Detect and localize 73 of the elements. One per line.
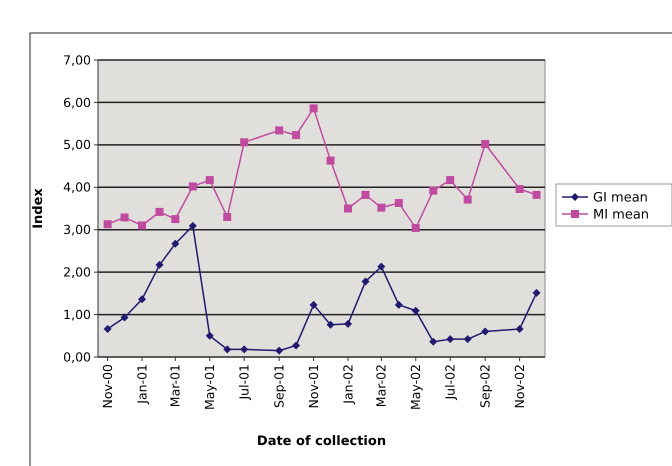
legend-label: GI mean	[593, 190, 648, 206]
point	[464, 196, 472, 204]
point	[362, 277, 370, 286]
y-tick-label: 0,00	[63, 349, 92, 364]
point	[394, 198, 403, 207]
y-axis-title: Index	[31, 188, 46, 229]
point	[481, 328, 490, 336]
point	[532, 190, 541, 199]
point	[481, 140, 490, 148]
legend-label: MI mean	[593, 208, 650, 223]
point	[275, 346, 284, 355]
y-tick-label: 2,00	[63, 264, 92, 280]
point	[292, 342, 300, 350]
point	[275, 126, 284, 134]
point	[394, 300, 403, 309]
y-tick-label: 7,00	[63, 52, 92, 68]
point	[156, 260, 164, 269]
y-tick-label: 3,00	[63, 222, 92, 238]
x-tick-label: May-01	[202, 364, 218, 410]
point	[223, 345, 232, 354]
x-tick-label: Jul-02	[442, 364, 458, 400]
point	[429, 338, 438, 346]
x-tick-label: Nov-00	[100, 364, 115, 408]
point	[188, 182, 197, 190]
y-tick-label: 5,00	[63, 137, 92, 152]
point	[344, 320, 352, 328]
point	[104, 220, 112, 228]
x-tick-label: Sep-02	[478, 364, 493, 408]
point	[344, 204, 352, 212]
point	[240, 138, 248, 146]
point	[240, 345, 248, 354]
point	[326, 320, 335, 329]
x-tick-label: Nov-01	[306, 364, 321, 408]
point	[412, 224, 420, 232]
point	[171, 215, 180, 224]
point	[188, 222, 197, 230]
x-tick-label: Jan-02	[340, 364, 356, 405]
point	[412, 306, 420, 315]
point	[516, 324, 524, 333]
x-tick-label: Jan-01	[134, 364, 150, 405]
point	[429, 186, 438, 195]
point	[171, 240, 180, 248]
point	[223, 212, 232, 221]
point	[138, 221, 146, 230]
point	[446, 335, 454, 344]
point	[310, 104, 318, 112]
point	[138, 295, 146, 304]
point	[120, 213, 129, 222]
x-axis-title: Date of collection	[256, 434, 386, 449]
y-tick-label: 6,00	[63, 94, 92, 110]
point	[206, 332, 214, 340]
point	[532, 288, 541, 297]
x-tick-label: Mar-01	[168, 364, 183, 408]
y-tick-label: 4,00	[63, 180, 92, 195]
point	[446, 176, 454, 184]
x-tick-label: May-02	[408, 364, 424, 410]
point	[156, 208, 164, 216]
point	[326, 156, 335, 165]
point	[362, 190, 370, 199]
x-tick-label: Nov-02	[512, 364, 527, 408]
point	[206, 176, 214, 184]
point	[516, 184, 524, 193]
point	[292, 131, 300, 140]
point	[377, 262, 386, 271]
point	[104, 324, 112, 333]
x-tick-label: Sep-01	[272, 364, 287, 408]
point	[377, 204, 386, 212]
x-tick-label: Mar-02	[374, 364, 389, 408]
y-tick-label: 1,00	[63, 306, 92, 322]
x-tick-label: Jul-01	[236, 364, 252, 400]
point	[120, 314, 129, 322]
point	[310, 300, 318, 309]
point	[464, 335, 472, 344]
